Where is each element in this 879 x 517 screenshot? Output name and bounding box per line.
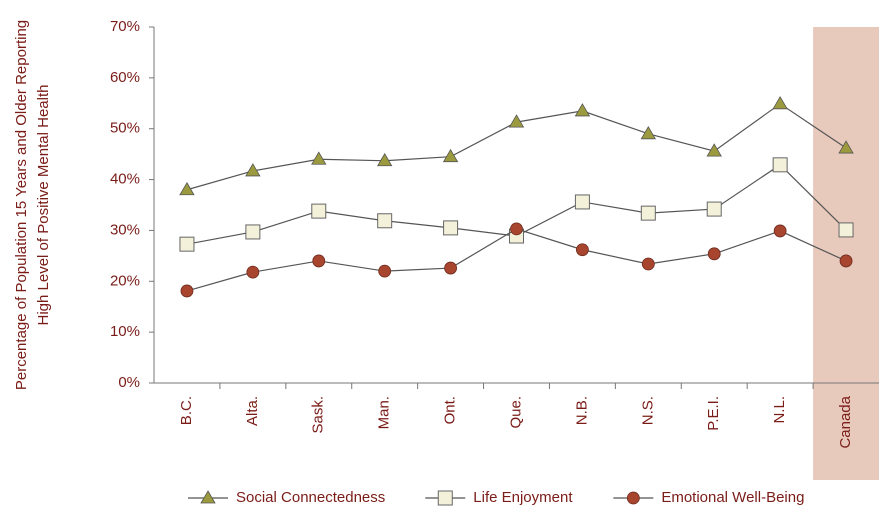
marker xyxy=(508,114,525,128)
marker xyxy=(443,220,459,236)
marker xyxy=(510,222,523,236)
x-tick-label: P.E.I. xyxy=(705,396,722,431)
y-tick-label: 10% xyxy=(110,323,140,340)
y-axis-label: Percentage of Population 15 Years and Ol… xyxy=(13,20,30,390)
marker xyxy=(640,205,656,221)
marker xyxy=(838,140,854,154)
y-tick-label: 0% xyxy=(118,374,140,391)
marker xyxy=(377,213,393,229)
marker xyxy=(180,284,194,298)
marker xyxy=(839,254,853,268)
marker xyxy=(378,264,392,278)
marker xyxy=(574,103,591,117)
y-tick-label: 40% xyxy=(110,171,140,188)
marker xyxy=(245,224,261,240)
marker xyxy=(706,143,722,157)
highlight-band xyxy=(813,27,879,480)
legend-item: Life Enjoyment xyxy=(425,489,573,506)
marker xyxy=(246,265,260,279)
marker xyxy=(707,247,721,261)
marker xyxy=(641,257,655,271)
marker xyxy=(773,224,787,238)
legend-label: Social Connectedness xyxy=(236,489,385,506)
marker xyxy=(179,181,195,196)
legend-label: Emotional Well-Being xyxy=(661,489,804,506)
marker xyxy=(772,157,788,173)
x-tick-label: Man. xyxy=(376,396,393,429)
marker xyxy=(311,203,327,219)
legend-label: Life Enjoyment xyxy=(473,489,573,506)
y-tick-label: 70% xyxy=(110,18,140,35)
marker xyxy=(200,490,216,504)
marker xyxy=(576,243,589,257)
x-tick-label: N.B. xyxy=(573,396,590,425)
marker xyxy=(574,194,590,210)
marker xyxy=(245,163,261,177)
y-tick-label: 60% xyxy=(110,69,140,86)
y-tick-label: 20% xyxy=(110,272,140,289)
x-tick-label: Ont. xyxy=(442,396,459,424)
marker xyxy=(838,222,854,238)
x-tick-label: Canada xyxy=(837,395,854,448)
x-tick-label: B.C. xyxy=(178,396,195,425)
marker xyxy=(312,254,326,268)
x-tick-label: N.L. xyxy=(771,396,788,424)
y-tick-label: 50% xyxy=(110,120,140,137)
marker xyxy=(706,201,722,217)
y-axis-label: High Level of Positive Mental Health xyxy=(35,85,52,326)
legend-item: Emotional Well-Being xyxy=(613,489,804,506)
y-tick-label: 30% xyxy=(110,221,140,238)
legend-item: Social Connectedness xyxy=(188,489,385,506)
marker xyxy=(437,490,453,506)
x-tick-label: Alta. xyxy=(244,396,261,426)
x-tick-label: Que. xyxy=(507,396,524,429)
marker xyxy=(772,96,788,110)
marker xyxy=(311,151,327,165)
marker xyxy=(444,261,457,275)
marker xyxy=(376,152,393,167)
x-tick-label: Sask. xyxy=(310,396,327,434)
marker xyxy=(442,148,459,163)
x-tick-label: N.S. xyxy=(639,396,656,425)
marker xyxy=(626,491,640,505)
marker xyxy=(640,126,657,140)
marker xyxy=(179,236,195,252)
